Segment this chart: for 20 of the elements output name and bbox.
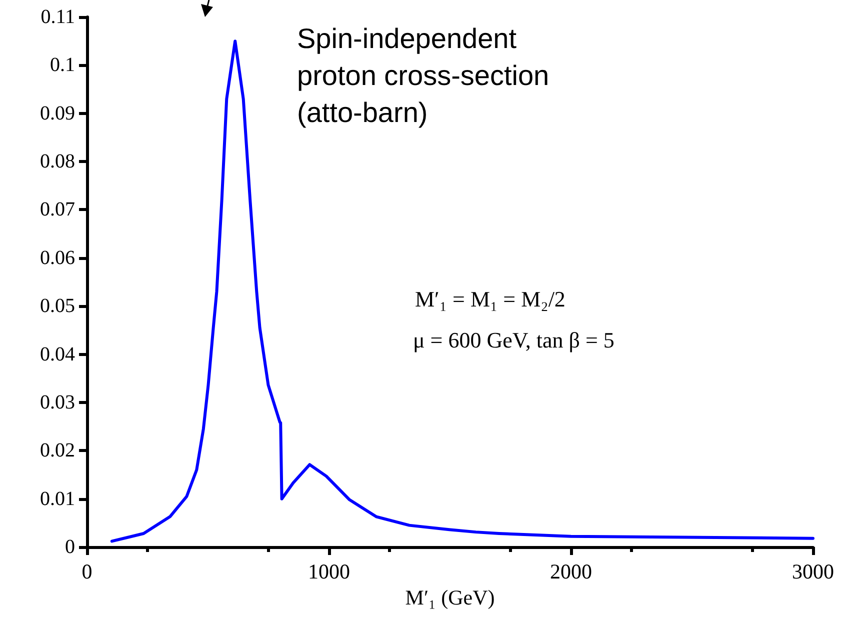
- y-tick-label: 0.07: [40, 198, 75, 221]
- y-tick-label: 0.01: [40, 488, 75, 510]
- y-tick-label: 0.02: [40, 440, 75, 462]
- annotation: M′₁ = M₁ = M₂/2: [415, 286, 566, 312]
- y-tick-label: 0: [65, 536, 75, 558]
- y-tick-label: 0.06: [40, 246, 75, 269]
- y-tick-label: 0.1: [50, 54, 75, 76]
- x-axis-title: M′₁ (GeV): [405, 586, 495, 610]
- y-tick-label: 0.08: [40, 150, 75, 173]
- x-tick-label: 3000: [792, 560, 834, 584]
- x-tick-label: 2000: [550, 560, 592, 584]
- x-tick-label: 1000: [308, 560, 350, 584]
- annotation: μ = 600 GeV, tan β = 5: [413, 328, 614, 352]
- annotation: Spin-independent proton cross-section (atto-barn): [297, 23, 550, 128]
- x-tick-label: 0: [82, 560, 92, 584]
- y-tick-label: 0.05: [40, 295, 75, 318]
- y-tick-label: 0.03: [40, 391, 75, 414]
- y-tick-label: 0.09: [40, 102, 75, 124]
- y-tick-label: 0.11: [40, 6, 75, 28]
- y-tick-label: 0.04: [40, 343, 75, 366]
